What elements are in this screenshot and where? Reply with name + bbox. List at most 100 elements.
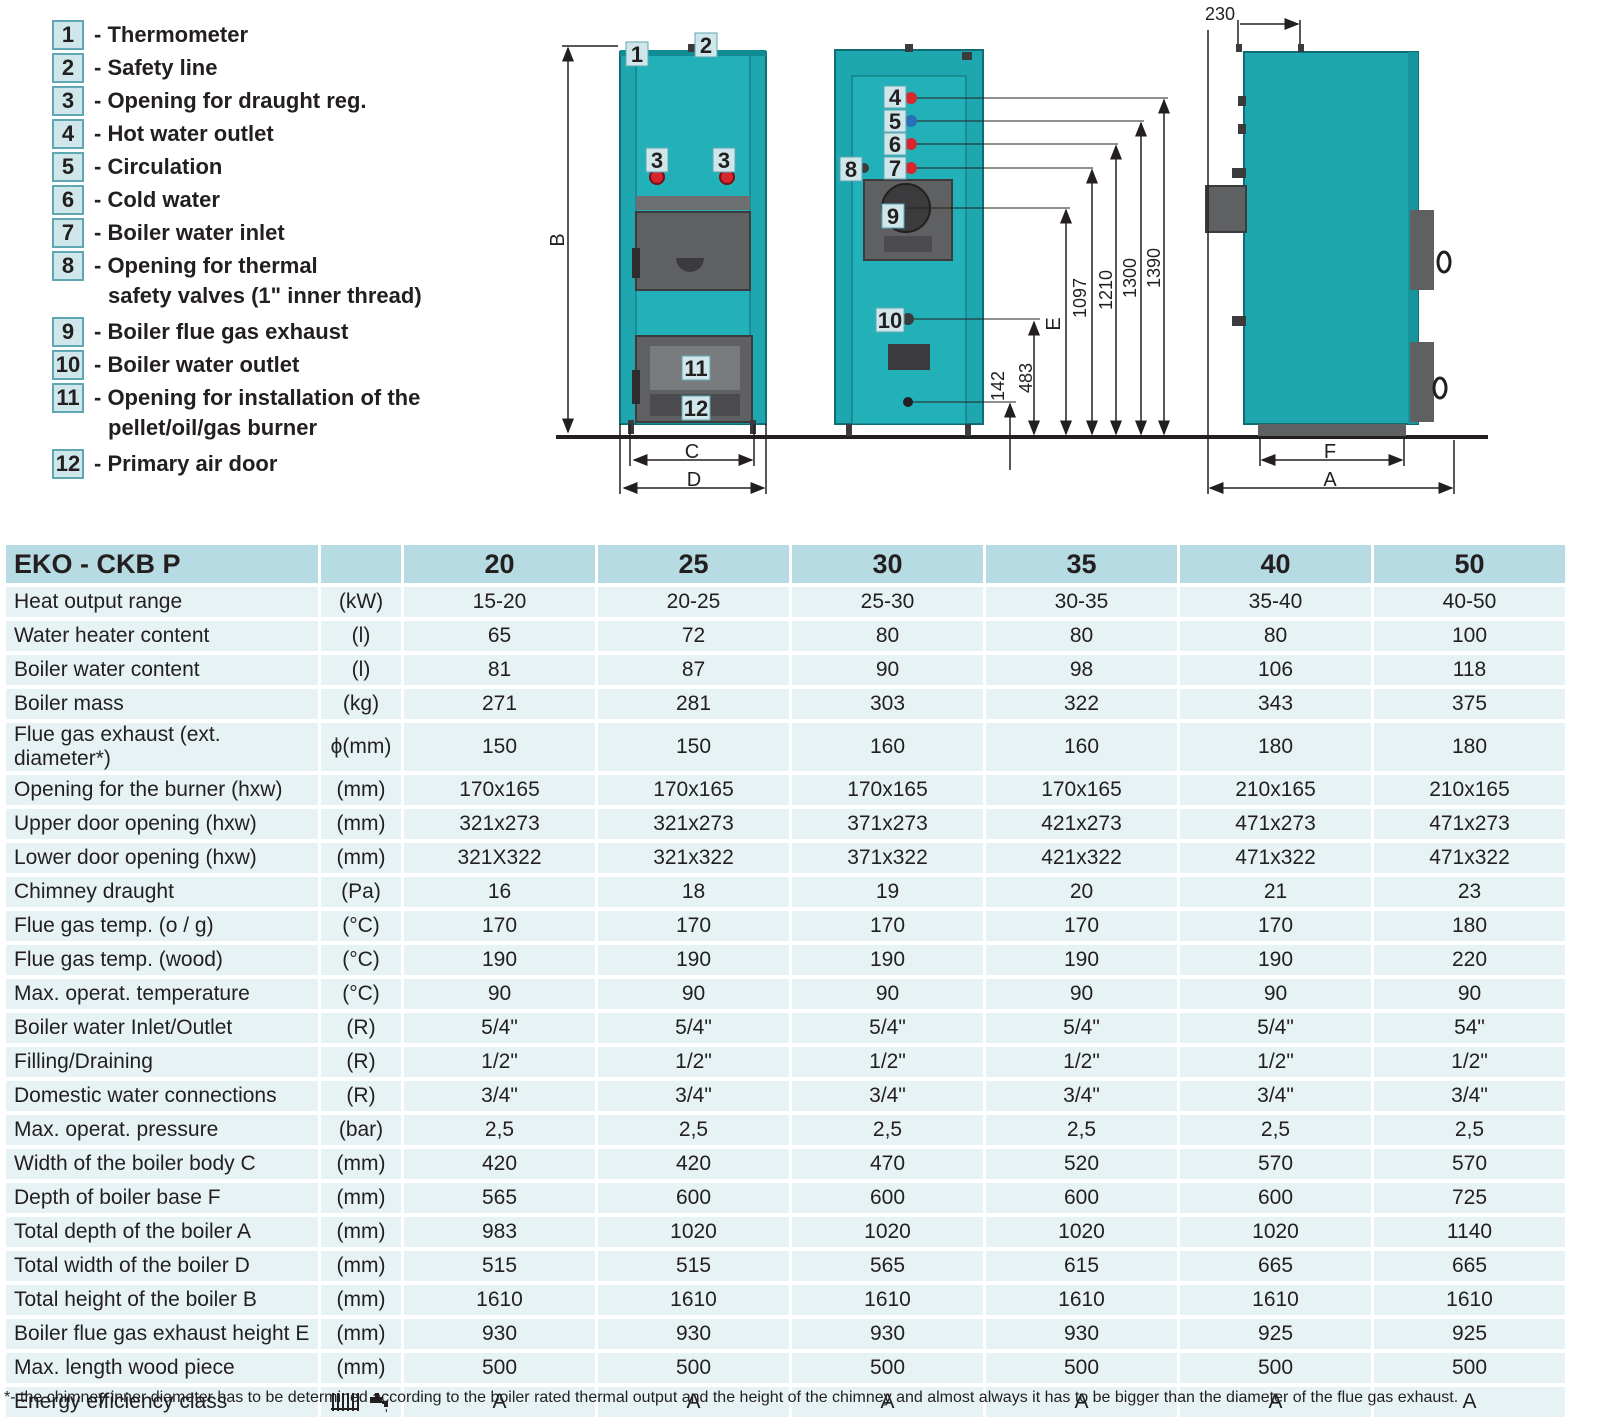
table-cell: 983 [404, 1217, 595, 1247]
legend-text: - Opening for thermal safety valves (1" i… [94, 251, 422, 311]
svg-text:5: 5 [889, 109, 901, 134]
table-row: Max. operat. temperature (°C) 90 90 90 90 90 90 [6, 979, 1565, 1009]
table-row: Upper door opening (hxw) (mm) 321x273 321x2… [6, 809, 1565, 839]
legend-number: 12 [52, 449, 84, 479]
legend-item: 8 - Opening for thermal safety valves (1" … [52, 251, 472, 317]
legend-number: 6 [52, 185, 84, 215]
table-cell: 15-20 [404, 587, 595, 617]
table-cell: 5/4" [598, 1013, 789, 1043]
legend-text-line: pellet/oil/gas burner [108, 415, 318, 440]
legend-text: - Hot water outlet [94, 119, 274, 149]
row-unit: (l) [321, 655, 401, 685]
table-cell: 1/2" [1180, 1047, 1371, 1077]
table-cell: 65 [404, 621, 595, 651]
table-cell: 190 [1180, 945, 1371, 975]
table-cell: 20 [986, 877, 1177, 907]
legend-text-line: - Thermometer [94, 22, 249, 47]
table-cell: 1610 [404, 1285, 595, 1315]
legend: 1 - Thermometer 2 - Safety line 3 - Opening f… [52, 20, 472, 482]
table-cell: 1140 [1374, 1217, 1565, 1247]
table-cell: 170x165 [598, 775, 789, 805]
svg-text:11: 11 [684, 356, 707, 381]
table-cell: 1020 [598, 1217, 789, 1247]
table-row: Heat output range (kW) 15-20 20-25 25-30 30-3… [6, 587, 1565, 617]
legend-text-line: - Circulation [94, 154, 223, 179]
table-row: Width of the boiler body C (mm) 420 420 470 5… [6, 1149, 1565, 1179]
legend-text-line: - Hot water outlet [94, 121, 274, 146]
table-cell: 600 [792, 1183, 983, 1213]
table-cell: 90 [598, 979, 789, 1009]
svg-text:7: 7 [889, 156, 901, 181]
table-cell: 170x165 [792, 775, 983, 805]
svg-text:2: 2 [700, 33, 712, 58]
model-col: 50 [1374, 545, 1565, 583]
table-cell: 1610 [792, 1285, 983, 1315]
legend-text-line: - Safety line [94, 55, 218, 80]
svg-text:6: 6 [889, 132, 901, 157]
table-cell: 3/4" [986, 1081, 1177, 1111]
table-cell: 90 [1180, 979, 1371, 1009]
row-unit: (°C) [321, 911, 401, 941]
table-cell: 220 [1374, 945, 1565, 975]
row-label: Domestic water connections [6, 1081, 318, 1111]
table-cell: 98 [986, 655, 1177, 685]
row-unit: (mm) [321, 843, 401, 873]
marker-11: 11 [681, 355, 711, 381]
model-col: 30 [792, 545, 983, 583]
row-unit: (kW) [321, 587, 401, 617]
table-row: Opening for the burner (hxw) (mm) 170x165 1… [6, 775, 1565, 805]
legend-text: - Safety line [94, 53, 217, 83]
legend-number: 9 [52, 317, 84, 347]
table-row: Total width of the boiler D (mm) 515 515 565… [6, 1251, 1565, 1281]
legend-text: - Boiler flue gas exhaust [94, 317, 348, 347]
row-unit: (°C) [321, 945, 401, 975]
legend-item: 7 - Boiler water inlet [52, 218, 472, 251]
marker-3a: 3 [645, 147, 669, 173]
table-cell: 72 [598, 621, 789, 651]
table-header-row: EKO - CKB P 20 25 30 35 40 50 [6, 545, 1565, 583]
tap-icon [370, 1393, 388, 1413]
table-cell: 321x273 [404, 809, 595, 839]
marker-6: 6 [883, 132, 907, 157]
legend-text: - Cold water [94, 185, 220, 215]
model-col: 40 [1180, 545, 1371, 583]
table-cell: 150 [598, 723, 789, 771]
row-unit: (mm) [321, 1217, 401, 1247]
table-cell: A [1180, 1387, 1371, 1417]
table-cell: 90 [1374, 979, 1565, 1009]
model-col: 20 [404, 545, 595, 583]
table-cell: 565 [404, 1183, 595, 1213]
table-cell: 190 [404, 945, 595, 975]
legend-text-line: - Cold water [94, 187, 220, 212]
table-cell: 81 [404, 655, 595, 685]
model-col: 35 [986, 545, 1177, 583]
legend-text-line: - Primary air door [94, 451, 278, 476]
row-unit: (mm) [321, 1285, 401, 1315]
table-cell: 90 [792, 655, 983, 685]
table-cell: 471x273 [1180, 809, 1371, 839]
dim-e: E [1043, 317, 1065, 330]
marker-3b: 3 [712, 147, 736, 173]
table-cell: 190 [792, 945, 983, 975]
dim-1097: 1097 [1070, 278, 1090, 318]
table-row: Boiler flue gas exhaust height E (mm) 930 9… [6, 1319, 1565, 1349]
legend-text: - Boiler water inlet [94, 218, 285, 248]
side-view [1205, 44, 1452, 436]
table-cell: 1/2" [792, 1047, 983, 1077]
table-row: Boiler mass (kg) 271 281 303 322 343 375 [6, 689, 1565, 719]
table-cell: 470 [792, 1149, 983, 1179]
unit-header [321, 545, 401, 583]
table-cell: 1020 [986, 1217, 1177, 1247]
legend-item: 4 - Hot water outlet [52, 119, 472, 152]
table-cell: 3/4" [404, 1081, 595, 1111]
table-row-energy: Energy efficiency class A A A A A A [6, 1387, 1565, 1417]
table-cell: 3/4" [1180, 1081, 1371, 1111]
table-cell: 210x165 [1374, 775, 1565, 805]
legend-item: 6 - Cold water [52, 185, 472, 218]
legend-text: - Boiler water outlet [94, 350, 299, 380]
table-cell: 170 [598, 911, 789, 941]
table-cell: 5/4" [792, 1013, 983, 1043]
table-cell: 321x273 [598, 809, 789, 839]
boiler-drawing: B C D 142 483 E 1097 1210 1300 1390 230 … [547, 4, 1488, 494]
table-cell: A [986, 1387, 1177, 1417]
